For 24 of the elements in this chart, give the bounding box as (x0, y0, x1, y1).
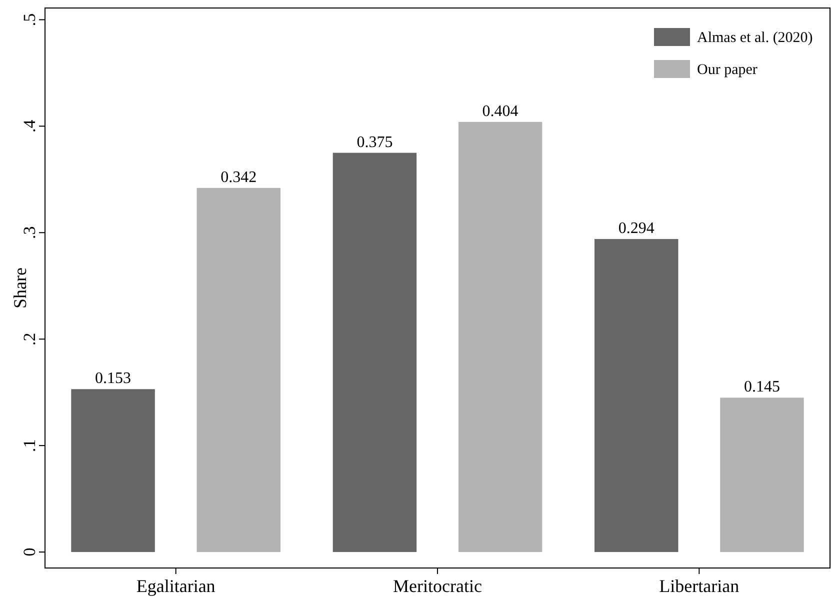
data-label: 0.153 (95, 370, 132, 388)
bar (332, 152, 417, 552)
y-tick-label: .4 (20, 119, 39, 133)
y-tick-label: 0 (20, 548, 39, 556)
data-label: 0.294 (618, 220, 654, 238)
y-tick-label: .1 (20, 439, 39, 452)
legend-label: Almas et al. (2020) (697, 30, 813, 46)
bar (594, 239, 678, 552)
x-tick-label: Libertarian (659, 576, 740, 596)
bar (196, 188, 280, 552)
bar (458, 122, 542, 552)
legend-label: Our paper (697, 62, 758, 78)
data-label: 0.404 (482, 102, 518, 120)
y-axis-title: Share (10, 268, 30, 308)
y-tick-label: .2 (20, 332, 39, 346)
x-tick-label: Egalitarian (136, 576, 216, 596)
y-tick-label: .3 (20, 226, 39, 240)
y-tick-label: .5 (20, 13, 39, 26)
x-tick-label: Meritocratic (393, 576, 482, 596)
bar (71, 389, 155, 552)
bar (720, 398, 804, 552)
data-label: 0.375 (356, 134, 393, 151)
data-label: 0.145 (744, 378, 780, 396)
data-label: 0.342 (220, 168, 257, 186)
